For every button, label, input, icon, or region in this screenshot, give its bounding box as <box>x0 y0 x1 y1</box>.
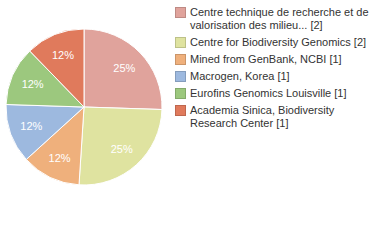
legend-item: Eurofins Genomics Louisville [1] <box>172 87 372 100</box>
legend-item: Mined from GenBank, NCBI [1] <box>172 53 372 66</box>
legend-label: Centre technique de recherche et de valo… <box>190 6 369 31</box>
legend-label: Centre for Biodiversity Genomics [2] <box>190 36 366 48</box>
legend-swatch <box>175 37 186 48</box>
pie-slice <box>79 107 162 185</box>
legend-label: Macrogen, Korea [1] <box>190 70 290 82</box>
legend-label: Academia Sinica, Biodiversity Research C… <box>190 104 334 129</box>
pie-slice <box>84 29 162 110</box>
data-label: 12% <box>52 49 74 61</box>
legend-swatch <box>175 88 186 99</box>
legend-swatch <box>175 7 186 18</box>
chart-root: 25% 25% 12% 12% 12% 12% Centre technique de r… <box>0 0 380 240</box>
data-label: 12% <box>20 120 42 132</box>
legend-swatch <box>175 54 186 65</box>
data-label: 12% <box>22 78 44 90</box>
pie-canvas: 25% 25% 12% 12% 12% 12% <box>0 0 170 240</box>
legend-item: Centre technique de recherche et de valo… <box>172 6 372 32</box>
legend: Centre technique de recherche et de valo… <box>172 6 372 134</box>
legend-item: Macrogen, Korea [1] <box>172 70 372 83</box>
data-label: 25% <box>111 143 133 155</box>
legend-label: Mined from GenBank, NCBI [1] <box>190 53 342 65</box>
pie-slice <box>30 29 84 107</box>
legend-swatch <box>175 105 186 116</box>
pie-slice <box>6 104 84 159</box>
legend-item: Academia Sinica, Biodiversity Research C… <box>172 104 372 130</box>
legend-swatch <box>175 71 186 82</box>
legend-item: Centre for Biodiversity Genomics [2] <box>172 36 372 49</box>
legend-label: Eurofins Genomics Louisville [1] <box>190 87 347 99</box>
data-label: 25% <box>113 62 135 74</box>
data-label: 12% <box>49 152 71 164</box>
